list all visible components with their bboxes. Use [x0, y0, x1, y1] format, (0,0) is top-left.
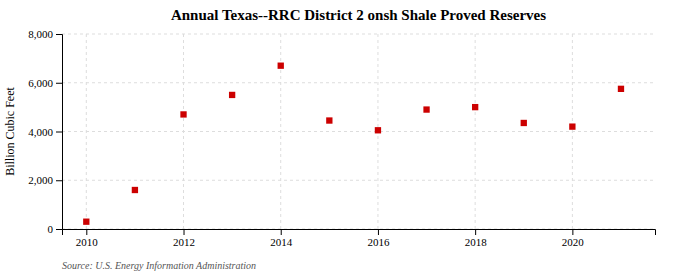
point — [618, 86, 624, 92]
tick: 0 — [48, 223, 63, 235]
tick-mark — [56, 34, 62, 35]
tick-label: 2012 — [173, 236, 195, 248]
tick: 6,000 — [28, 77, 62, 89]
point — [521, 120, 527, 126]
tick-mark — [378, 229, 379, 235]
axis-line — [56, 35, 63, 230]
x-axis: 2010 2012 2014 2016 2018 2020 — [63, 229, 656, 248]
tick: 2020 — [562, 229, 585, 248]
tick-label: 2,000 — [28, 174, 53, 186]
tick-mark — [56, 83, 62, 84]
tick: 2014 — [270, 229, 293, 248]
tick: 2012 — [173, 229, 195, 248]
tick: 2,000 — [28, 174, 62, 186]
point — [278, 63, 284, 69]
point — [229, 92, 235, 98]
point — [423, 106, 429, 112]
tick-label: 2014 — [270, 236, 293, 248]
grid-line — [183, 34, 184, 229]
grid-line — [62, 180, 655, 181]
grid-line — [572, 34, 573, 229]
tick-label: 2016 — [367, 236, 390, 248]
tick-mark — [281, 229, 282, 235]
tick-label: 8,000 — [28, 28, 53, 40]
tick-mark — [572, 229, 573, 235]
grid-line — [86, 34, 87, 229]
tick-mark — [56, 132, 62, 133]
tick: 2016 — [367, 229, 390, 248]
grid-line — [475, 34, 476, 229]
tick-mark — [56, 229, 62, 230]
points — [83, 63, 624, 225]
grid-line — [62, 131, 655, 132]
tick: 4,000 — [28, 126, 62, 138]
axis-line — [63, 230, 656, 236]
tick: 8,000 — [28, 28, 62, 40]
chart: 2010 2012 2014 2016 2018 2020 0 2,000 4,000 6,000… — [0, 0, 675, 275]
point — [132, 187, 138, 193]
tick-mark — [184, 229, 185, 235]
point — [472, 104, 478, 110]
tick-label: 2020 — [562, 236, 585, 248]
tick-label: 2010 — [76, 236, 99, 248]
grid-line — [62, 82, 655, 83]
point — [569, 123, 575, 129]
grid-line — [62, 34, 655, 35]
source-note: Source: U.S. Energy Information Administ… — [62, 260, 256, 271]
tick-mark — [56, 180, 62, 181]
point — [83, 219, 89, 225]
grid — [62, 34, 655, 229]
tick-label: 6,000 — [28, 77, 53, 89]
y-axis: 0 2,000 4,000 6,000 8,000 — [28, 28, 62, 235]
tick-label: 2018 — [465, 236, 488, 248]
point — [326, 117, 332, 123]
title: Annual Texas--RRC District 2 onsh Shale … — [171, 7, 546, 23]
point — [375, 127, 381, 133]
tick-mark — [475, 229, 476, 235]
tick-label: 0 — [48, 223, 54, 235]
point — [180, 111, 186, 117]
y-axis-title: Billion Cubic Feet — [3, 87, 17, 176]
tick: 2018 — [465, 229, 488, 248]
tick-label: 4,000 — [28, 126, 53, 138]
tick-mark — [86, 229, 87, 235]
plot-area: 2010 2012 2014 2016 2018 2020 0 2,000 4,000 6,000… — [28, 28, 655, 248]
tick: 2010 — [76, 229, 99, 248]
